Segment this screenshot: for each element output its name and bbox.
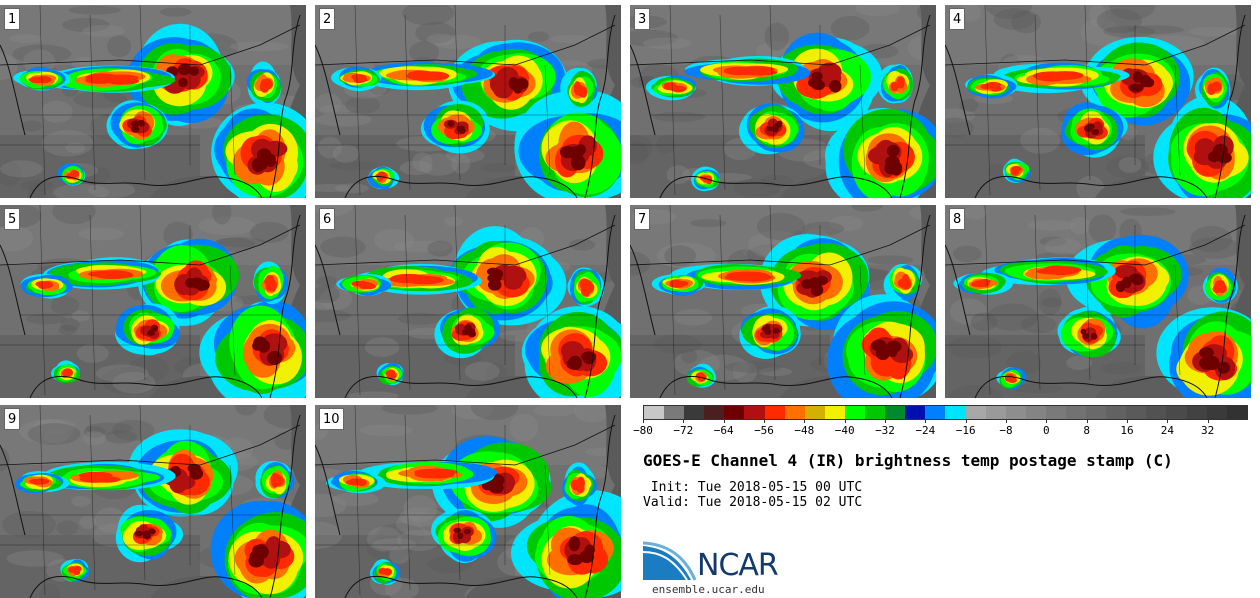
colorbar-tick-label: 32 <box>1201 424 1215 437</box>
colorbar-tickmark <box>885 419 886 423</box>
colorbar-tickmark <box>1086 419 1088 423</box>
colorbar-tick-label: −16 <box>955 424 976 437</box>
colorbar-tickmark <box>804 419 806 423</box>
colorbar-tickmark <box>1127 419 1128 423</box>
ensemble-member-panel[interactable]: 3 <box>630 5 936 198</box>
ncar-logo-text: NCAR <box>697 548 779 583</box>
ir-map <box>945 5 1251 198</box>
init-time: Init: Tue 2018-05-15 00 UTC <box>643 480 863 495</box>
colorbar-tickmark <box>1006 419 1007 423</box>
colorbar-swatch <box>684 406 705 419</box>
colorbar-swatch <box>905 406 926 419</box>
colorbar-tickmark <box>643 419 644 423</box>
colorbar-swatch <box>844 406 866 419</box>
colorbar-tick-label: −56 <box>754 424 774 437</box>
colorbar-tick-label: −80 <box>633 424 653 437</box>
colorbar-swatch <box>724 406 745 419</box>
panel-number: 9 <box>4 408 21 430</box>
colorbar-tick-label: −8 <box>999 424 1013 437</box>
colorbar-tick-label: 0 <box>1043 424 1050 437</box>
colorbar-tick-label: −40 <box>834 424 855 437</box>
colorbar-tick-label: −24 <box>915 424 936 437</box>
colorbar-swatch <box>1005 406 1026 419</box>
panel-number: 4 <box>949 8 966 30</box>
colorbar-tickmark <box>965 419 967 423</box>
ir-map <box>315 5 621 198</box>
ensemble-member-panel[interactable]: 5 <box>0 205 306 398</box>
ir-map <box>630 5 936 198</box>
ensemble-member-panel[interactable]: 1 <box>0 5 306 198</box>
ensemble-member-panel[interactable]: 7 <box>630 205 936 398</box>
colorbar-tick-label: 8 <box>1083 424 1090 437</box>
ensemble-member-panel[interactable]: 10 <box>315 405 621 598</box>
colorbar-tick-label: −32 <box>875 424 895 437</box>
colorbar-tickmark <box>1167 419 1169 423</box>
valid-time: Valid: Tue 2018-05-15 02 UTC <box>643 495 863 510</box>
colorbar-tickmark <box>723 419 725 423</box>
colorbar-swatch <box>1106 406 1127 419</box>
colorbar-tickmark <box>844 419 846 423</box>
colorbar-swatch <box>804 406 825 419</box>
colorbar-swatch <box>1086 406 1107 419</box>
colorbar-swatch <box>1186 406 1207 419</box>
panel-number: 5 <box>4 208 21 230</box>
colorbar-swatch <box>824 406 845 419</box>
colorbar-swatch <box>644 406 665 419</box>
panel-number: 8 <box>949 208 966 230</box>
panel-number: 10 <box>319 408 344 430</box>
ensemble-member-panel[interactable]: 6 <box>315 205 621 398</box>
ir-map <box>0 205 306 398</box>
colorbar-tick-label: −48 <box>794 424 815 437</box>
colorbar-swatch <box>865 406 886 419</box>
colorbar-tickmark <box>1046 419 1048 423</box>
colorbar-swatch <box>744 406 765 419</box>
colorbar-tick-label: 16 <box>1120 424 1134 437</box>
colorbar-swatch <box>985 406 1006 419</box>
panel-number: 6 <box>319 208 336 230</box>
colorbar-swatch <box>1226 406 1247 419</box>
colorbar-tickmark <box>925 419 927 423</box>
ir-map <box>315 405 621 598</box>
colorbar-swatch <box>1126 406 1147 419</box>
ir-map <box>0 5 306 198</box>
colorbar-tickmark <box>683 419 685 423</box>
ensemble-url[interactable]: ensemble.ucar.edu <box>652 583 765 596</box>
ir-map <box>945 205 1251 398</box>
colorbar-swatch <box>1065 406 1087 419</box>
colorbar-tick-label: −72 <box>673 424 694 437</box>
colorbar-swatch <box>885 406 906 419</box>
figure-title: GOES-E Channel 4 (IR) brightness temp po… <box>643 451 1173 470</box>
colorbar-swatch <box>1045 406 1066 419</box>
panel-number: 7 <box>634 208 651 230</box>
ncar-logo-icon <box>643 541 697 581</box>
colorbar-swatch <box>1146 406 1167 419</box>
colorbar-swatch <box>1166 406 1187 419</box>
colorbar-swatch <box>1206 406 1227 419</box>
colorbar-swatch <box>764 406 785 419</box>
panel-number: 3 <box>634 8 651 30</box>
colorbar-tickmark <box>764 419 765 423</box>
panel-number: 1 <box>4 8 21 30</box>
colorbar-swatch <box>1025 406 1046 419</box>
ensemble-member-panel[interactable]: 8 <box>945 205 1251 398</box>
ir-map <box>0 405 306 598</box>
colorbar-tick-label: 24 <box>1160 424 1174 437</box>
ir-map <box>315 205 621 398</box>
colorbar-swatch <box>704 406 725 419</box>
ensemble-member-panel[interactable]: 4 <box>945 5 1251 198</box>
colorbar-swatch <box>965 406 986 419</box>
colorbar-swatch <box>925 406 946 419</box>
colorbar-swatch <box>945 406 966 419</box>
colorbar-tickmark <box>1207 419 1209 423</box>
ir-map <box>630 205 936 398</box>
ensemble-member-panel[interactable]: 9 <box>0 405 306 598</box>
colorbar-tick-label: −64 <box>713 424 734 437</box>
ensemble-member-panel[interactable]: 2 <box>315 5 621 198</box>
colorbar-swatch <box>664 406 685 419</box>
colorbar-swatch <box>784 406 805 419</box>
panel-number: 2 <box>319 8 336 30</box>
colorbar <box>643 405 1248 420</box>
